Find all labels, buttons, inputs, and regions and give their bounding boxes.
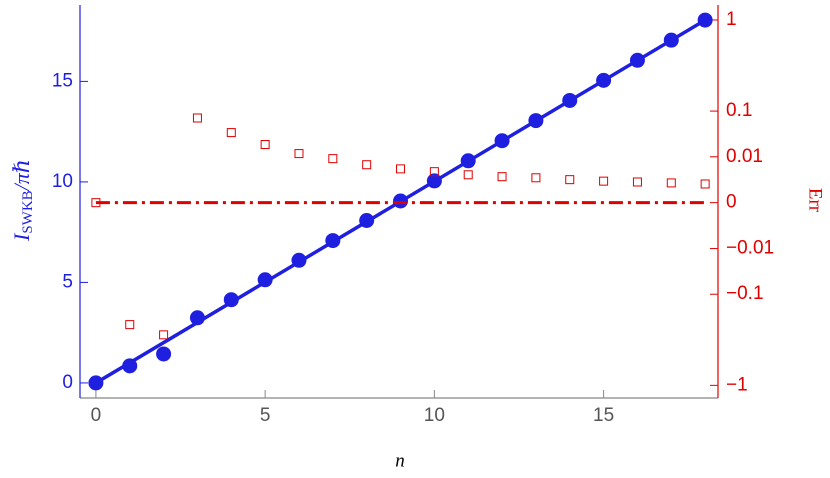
point [393,193,409,209]
point [223,292,239,308]
point [156,346,172,362]
point [666,178,676,188]
point [599,176,609,186]
point [697,12,713,28]
point [226,128,236,138]
y-label-symbol: I [9,232,34,242]
point [359,212,375,228]
point [294,149,304,159]
point [260,140,270,150]
y2-tick-label: −1 [726,374,748,395]
point [88,375,104,391]
point [122,358,138,374]
point [528,113,544,129]
point [531,173,541,183]
x-tick-label: 10 [424,405,445,426]
point [91,198,101,208]
point [189,310,205,326]
point [463,170,473,180]
point [426,173,442,189]
point [429,167,439,177]
x-axis-label: n [395,450,405,471]
y2-tick-label: 0 [726,192,737,213]
x-tick-label: 5 [260,405,271,426]
y2-tick-label: −0.1 [726,283,764,304]
y-label-rest: /πℏ [9,159,34,192]
y-axis-label: ISWKB/πℏ [9,159,36,242]
point [497,172,507,182]
point [494,133,510,149]
point [125,320,135,330]
y-tick-label: 10 [52,171,73,192]
x-tick-label: 15 [593,405,614,426]
point [291,252,307,268]
point [159,330,169,340]
y-tick-label: 15 [52,70,73,91]
point [562,92,578,108]
y-label-subscript: SWKB [20,190,36,233]
point [596,72,612,88]
point [396,164,406,174]
point [192,113,202,123]
point [663,32,679,48]
point [629,52,645,68]
y2-tick-label: 0.1 [726,100,752,121]
x-tick-label: 0 [91,405,102,426]
y-tick-label: 0 [62,372,73,393]
point [565,175,575,185]
y2-axis-label: Err [805,188,826,213]
point [325,233,341,249]
y-tick-label: 5 [62,271,73,292]
point [362,160,372,170]
y2-tick-label: 1 [726,9,737,30]
point [700,179,710,189]
point [328,154,338,164]
point [460,153,476,169]
y2-tick-label: 0.01 [726,146,763,167]
y2-tick-label: −0.01 [726,238,774,259]
point [632,177,642,187]
point [257,272,273,288]
